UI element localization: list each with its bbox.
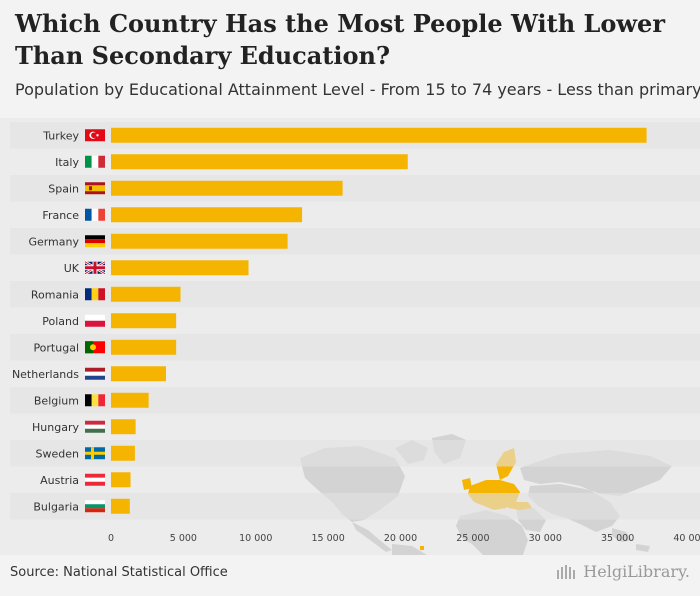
uk-flag-icon [84, 260, 106, 275]
bar-netherlands [111, 366, 167, 382]
bar-spain [111, 180, 343, 196]
sweden-flag-icon [85, 447, 105, 460]
bar-belgium [111, 392, 149, 408]
category-label: France [42, 209, 79, 222]
bar-chart: Turkey Italy Spain France Germany UK Romania Po… [10, 122, 700, 555]
category-label: Spain [48, 182, 79, 195]
hungary-flag-icon [85, 420, 105, 433]
bar-sweden [111, 445, 135, 461]
chart-header: Which Country Has the Most People With L… [0, 0, 700, 118]
portugal-flag-icon [85, 341, 105, 354]
category-label: Hungary [32, 421, 79, 434]
romania-flag-icon [85, 288, 105, 301]
bar-hungary [111, 419, 136, 435]
brand-logo: HelgiLibrary. [556, 562, 690, 581]
category-label: Poland [42, 315, 79, 328]
italy-flag-icon [85, 155, 105, 168]
chart-footer: Source: National Statistical Office Helg… [0, 555, 700, 596]
x-tick-label: 25 000 [456, 533, 489, 544]
category-label: Italy [55, 156, 79, 169]
belgium-flag-icon [85, 394, 105, 407]
x-tick-label: 0 [108, 533, 114, 544]
bulgaria-flag-icon [85, 500, 105, 513]
bar-bulgaria [111, 498, 130, 514]
netherlands-flag-icon [85, 367, 105, 380]
library-icon [557, 564, 576, 579]
category-label: Portugal [33, 341, 79, 354]
france-flag-icon [85, 208, 105, 221]
bar-poland [111, 313, 177, 329]
category-label: Belgium [34, 394, 79, 407]
bar-france [111, 207, 303, 223]
bar-romania [111, 286, 181, 302]
bar-germany [111, 233, 288, 249]
category-label: Netherlands [12, 368, 79, 381]
austria-flag-icon [85, 473, 105, 486]
bar-portugal [111, 339, 177, 355]
turkey-flag-icon [85, 129, 105, 142]
chart-title: Which Country Has the Most People With L… [15, 9, 665, 70]
germany-flag-icon [85, 235, 105, 248]
x-tick-label: 40 000 [673, 533, 700, 544]
category-label: Austria [40, 474, 79, 487]
category-label: Sweden [36, 447, 79, 460]
source-note: Source: National Statistical Office [10, 565, 228, 580]
x-tick-label: 10 000 [239, 533, 272, 544]
chart-subtitle: Population by Educational Attainment Lev… [15, 80, 700, 99]
category-label: Germany [28, 235, 79, 248]
category-label: Bulgaria [33, 500, 79, 513]
bar-italy [111, 154, 408, 170]
x-tick-label: 5 000 [170, 533, 197, 544]
category-label: Turkey [42, 129, 79, 142]
x-tick-label: 30 000 [529, 533, 562, 544]
spain-flag-icon [85, 182, 105, 195]
bar-uk [111, 260, 249, 276]
category-label: Romania [31, 288, 79, 301]
x-tick-label: 20 000 [384, 533, 417, 544]
x-tick-label: 15 000 [312, 533, 345, 544]
bar-turkey [111, 127, 647, 143]
x-tick-label: 35 000 [601, 533, 634, 544]
bar-austria [111, 472, 131, 488]
brand-name: HelgiLibrary. [583, 562, 690, 581]
category-label: UK [64, 262, 80, 275]
poland-flag-icon [85, 314, 105, 327]
